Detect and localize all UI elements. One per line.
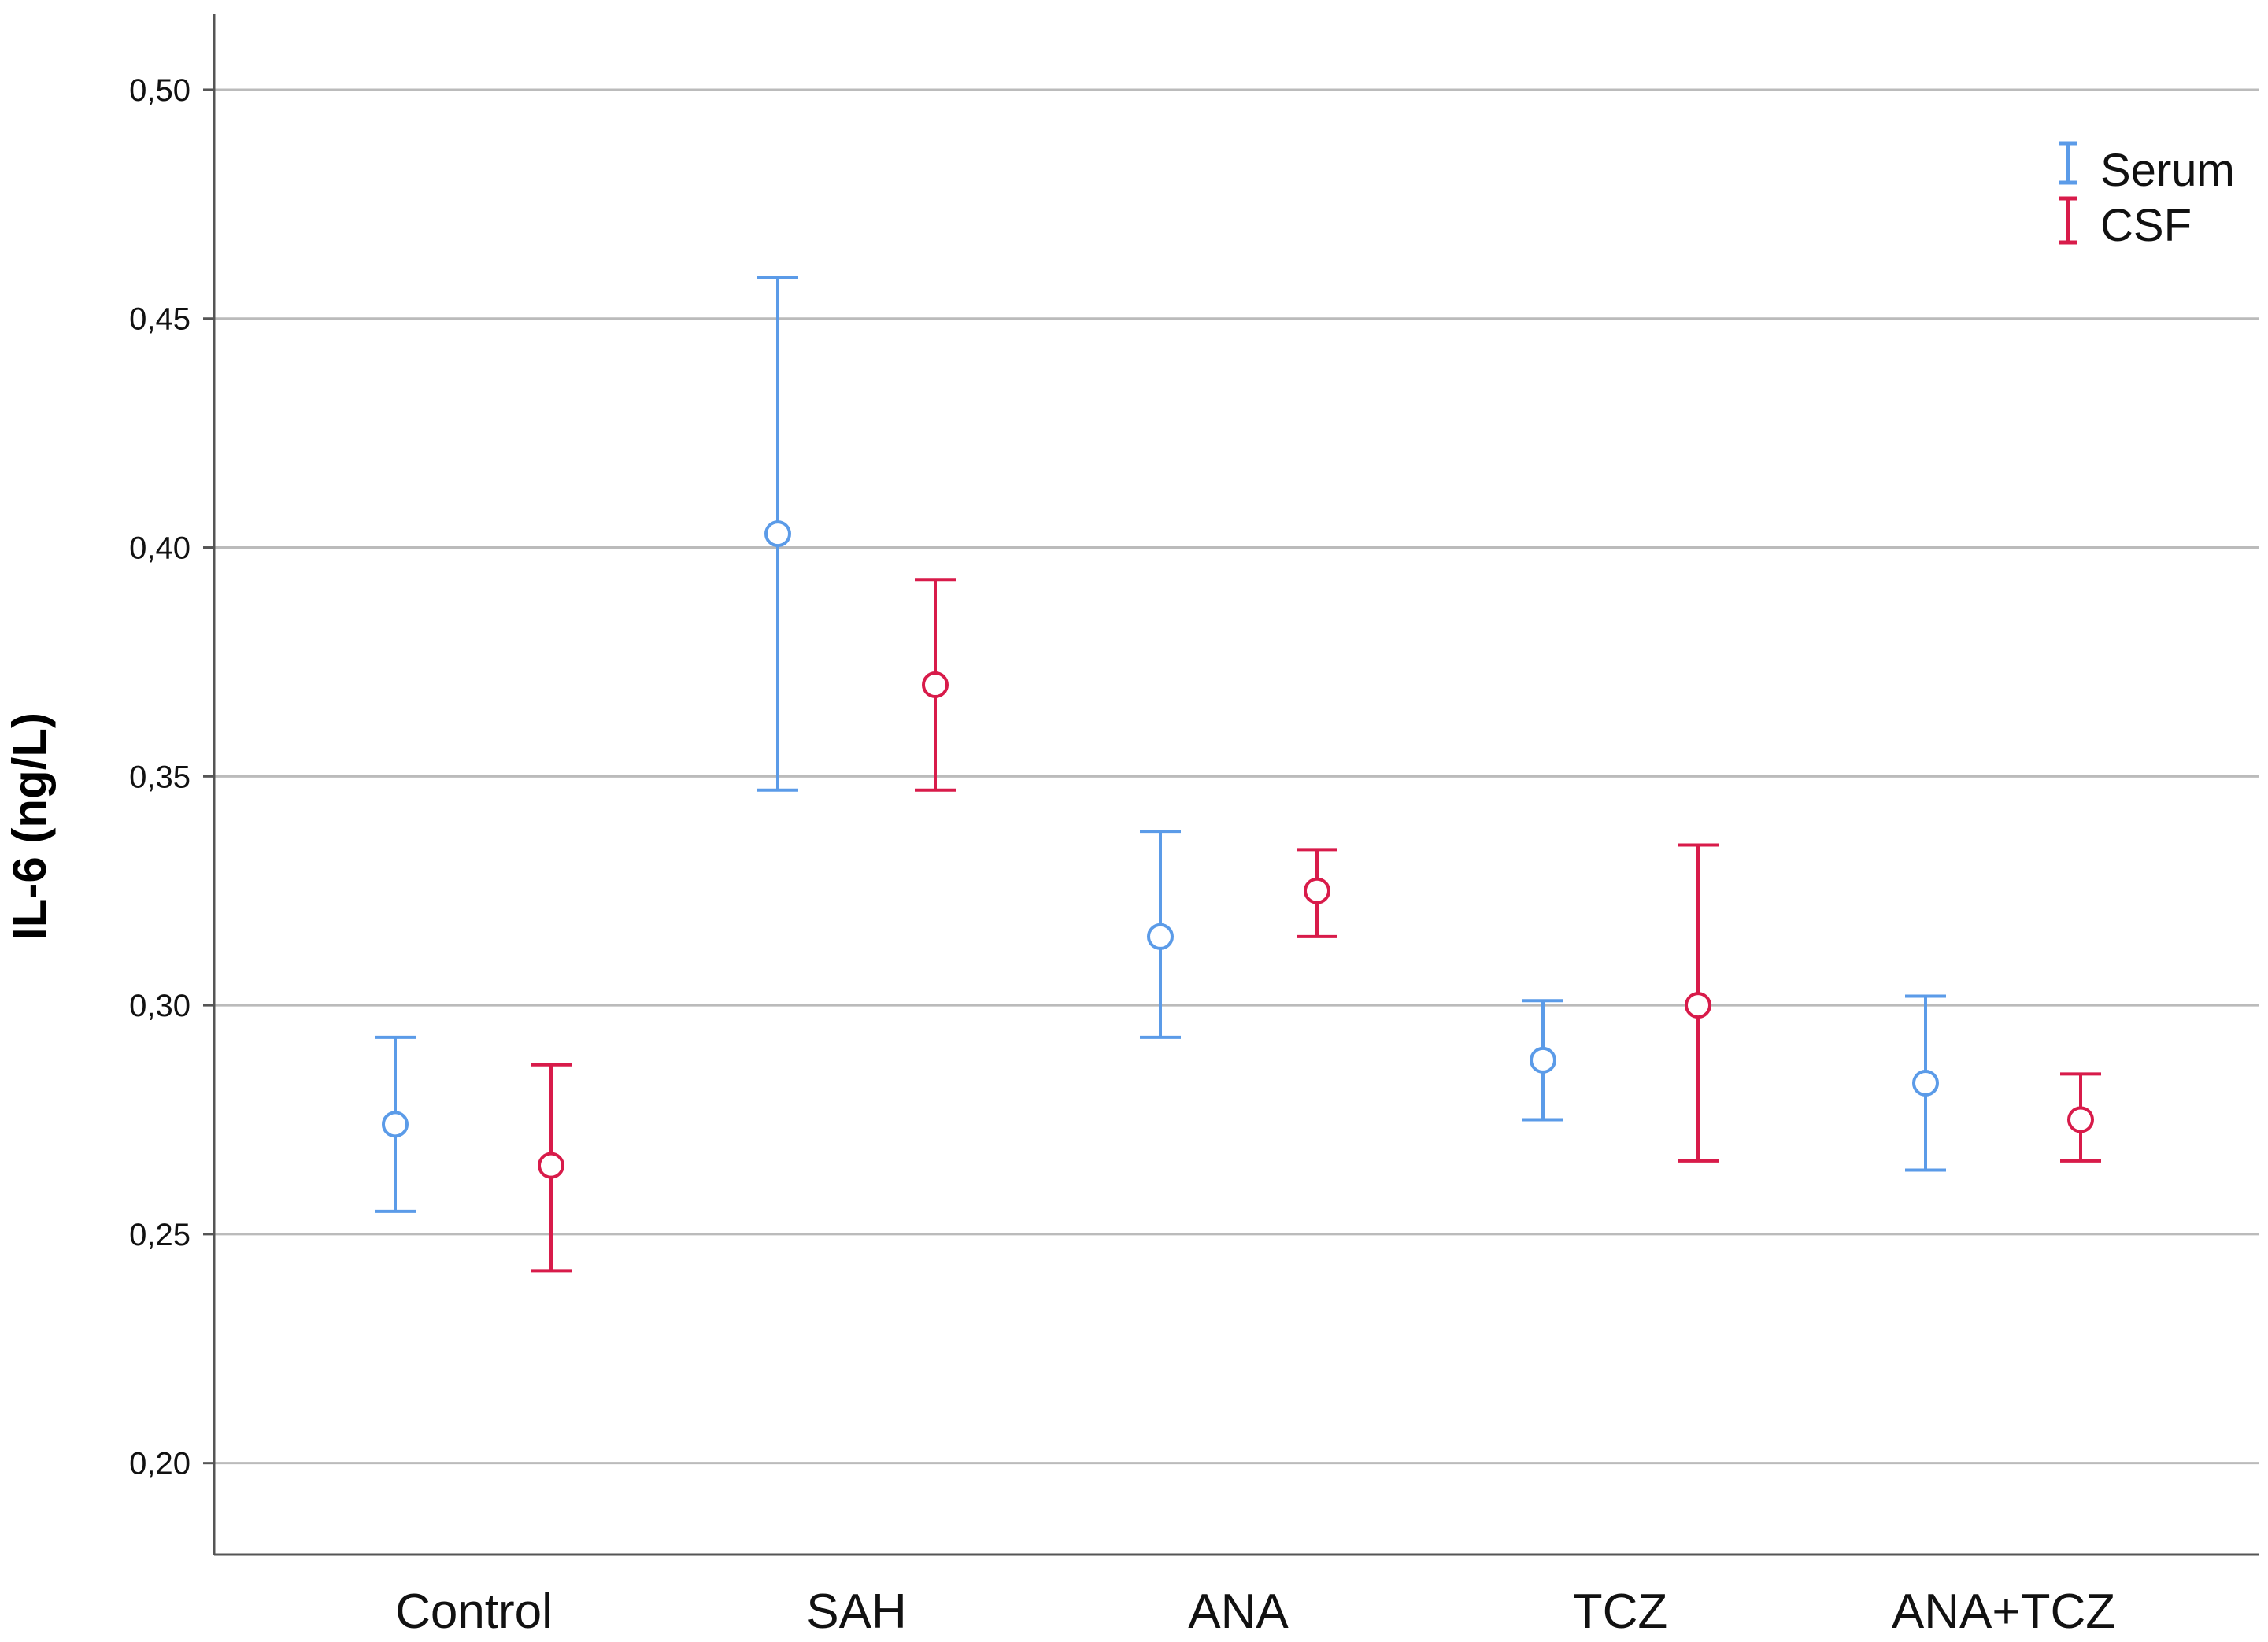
mean-point-serum-sah xyxy=(764,520,791,548)
legend-item-serum: Serum xyxy=(2059,141,2235,196)
y-tick-labels: 0,20 0,25 0,30 0,35 0,40 0,45 0,50 xyxy=(129,73,191,1481)
x-tick-label-tcz: TCZ xyxy=(1573,1585,1668,1639)
x-tick-label-ana: ANA xyxy=(1188,1585,1289,1639)
y-tick-label-6: 0,50 xyxy=(129,73,191,108)
legend: Serum CSF xyxy=(2059,141,2235,251)
legend-label-serum: Serum xyxy=(2100,145,2235,196)
x-tick-label-ana-tcz: ANA+TCZ xyxy=(1892,1585,2115,1639)
mean-point-serum-ana-tcz xyxy=(1912,1069,1939,1097)
mean-point-serum-control xyxy=(382,1111,409,1138)
legend-item-csf: CSF xyxy=(2059,196,2192,251)
grid-lines xyxy=(203,88,2259,1465)
mean-point-csf-ana-tcz xyxy=(2067,1106,2094,1133)
y-tick-label-5: 0,45 xyxy=(129,302,191,337)
x-tick-label-control: Control xyxy=(395,1585,553,1639)
mean-point-csf-ana xyxy=(1304,877,1330,904)
mean-point-csf-sah xyxy=(922,671,949,699)
series-serum xyxy=(375,276,1946,1213)
y-tick-label-3: 0,35 xyxy=(129,760,191,794)
x-tick-labels: Control SAH ANA TCZ ANA+TCZ xyxy=(395,1585,2115,1639)
y-tick-label-4: 0,40 xyxy=(129,531,191,566)
x-tick-label-sah: SAH xyxy=(806,1585,906,1639)
mean-point-csf-tcz xyxy=(1685,992,1711,1019)
y-axis-label: IL-6 (ng/L) xyxy=(3,712,56,941)
y-tick-label-0: 0,20 xyxy=(129,1447,191,1481)
series-group xyxy=(375,276,2101,1273)
mean-point-serum-ana xyxy=(1147,923,1174,950)
axes xyxy=(213,14,2259,1556)
mean-point-csf-control xyxy=(538,1152,564,1179)
legend-label-csf: CSF xyxy=(2100,200,2192,251)
series-csf xyxy=(531,578,2101,1273)
y-tick-label-1: 0,25 xyxy=(129,1218,191,1252)
mean-point-serum-tcz xyxy=(1530,1046,1556,1074)
y-tick-label-2: 0,30 xyxy=(129,989,191,1023)
